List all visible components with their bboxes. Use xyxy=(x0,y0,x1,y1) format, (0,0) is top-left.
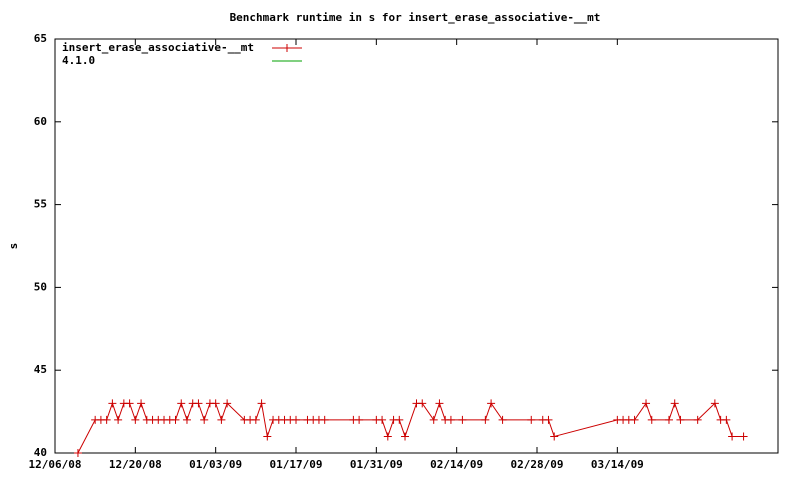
y-axis-label: s xyxy=(7,243,20,250)
point-marker xyxy=(498,415,507,424)
point-marker xyxy=(73,449,82,457)
point-marker xyxy=(211,399,220,408)
point-marker xyxy=(693,415,702,424)
point-marker xyxy=(630,415,639,424)
x-tick-label: 01/31/09 xyxy=(350,458,403,471)
point-marker xyxy=(446,415,455,424)
y-tick-label: 45 xyxy=(34,363,47,376)
point-marker xyxy=(378,415,387,424)
point-marker xyxy=(642,399,651,408)
point-marker xyxy=(171,415,180,424)
y-tick-label: 50 xyxy=(34,280,47,293)
y-tick-label: 65 xyxy=(34,32,47,45)
legend-label: 4.1.0 xyxy=(62,54,95,67)
x-tick-label: 01/03/09 xyxy=(189,458,242,471)
x-tick-label: 03/14/09 xyxy=(591,458,644,471)
plot-frame xyxy=(54,38,779,454)
legend-label: insert_erase_associative-__mt xyxy=(62,41,254,54)
point-marker xyxy=(739,432,748,441)
point-marker xyxy=(182,415,191,424)
point-marker xyxy=(487,399,496,408)
point-marker xyxy=(200,415,209,424)
y-tick-label: 55 xyxy=(34,198,47,211)
x-tick-label: 01/17/09 xyxy=(270,458,323,471)
point-marker xyxy=(114,415,123,424)
y-tick-label: 40 xyxy=(34,446,47,459)
point-marker xyxy=(223,399,232,408)
point-marker xyxy=(429,415,438,424)
point-marker xyxy=(664,415,673,424)
point-marker xyxy=(177,399,186,408)
point-marker xyxy=(395,415,404,424)
point-marker xyxy=(401,432,410,441)
x-tick-label: 02/14/09 xyxy=(430,458,483,471)
point-marker xyxy=(544,415,553,424)
x-tick-label: 02/28/09 xyxy=(511,458,564,471)
point-marker xyxy=(676,415,685,424)
point-marker xyxy=(481,415,490,424)
point-marker xyxy=(722,415,731,424)
chart-title: Benchmark runtime in s for insert_erase_… xyxy=(230,11,601,24)
point-marker xyxy=(550,432,559,441)
point-marker xyxy=(194,399,203,408)
point-marker xyxy=(263,432,272,441)
point-marker xyxy=(435,399,444,408)
point-marker xyxy=(710,399,719,408)
point-marker xyxy=(418,399,427,408)
point-marker xyxy=(647,415,656,424)
point-marker xyxy=(527,415,536,424)
legend-marker xyxy=(283,44,291,52)
point-marker xyxy=(131,415,140,424)
point-marker xyxy=(292,415,300,424)
point-marker xyxy=(728,432,737,441)
y-tick-label: 60 xyxy=(34,115,47,128)
point-marker xyxy=(257,399,266,408)
point-marker xyxy=(108,399,117,408)
point-marker xyxy=(383,432,392,441)
point-marker xyxy=(125,399,134,408)
point-marker xyxy=(137,399,146,408)
x-tick-label: 12/06/08 xyxy=(29,458,82,471)
point-marker xyxy=(320,415,329,424)
point-marker xyxy=(355,415,364,424)
point-marker xyxy=(251,415,260,424)
x-tick-label: 12/20/08 xyxy=(109,458,162,471)
point-marker xyxy=(217,415,226,424)
point-marker xyxy=(670,399,679,408)
point-marker xyxy=(102,415,111,424)
point-marker xyxy=(458,415,467,424)
